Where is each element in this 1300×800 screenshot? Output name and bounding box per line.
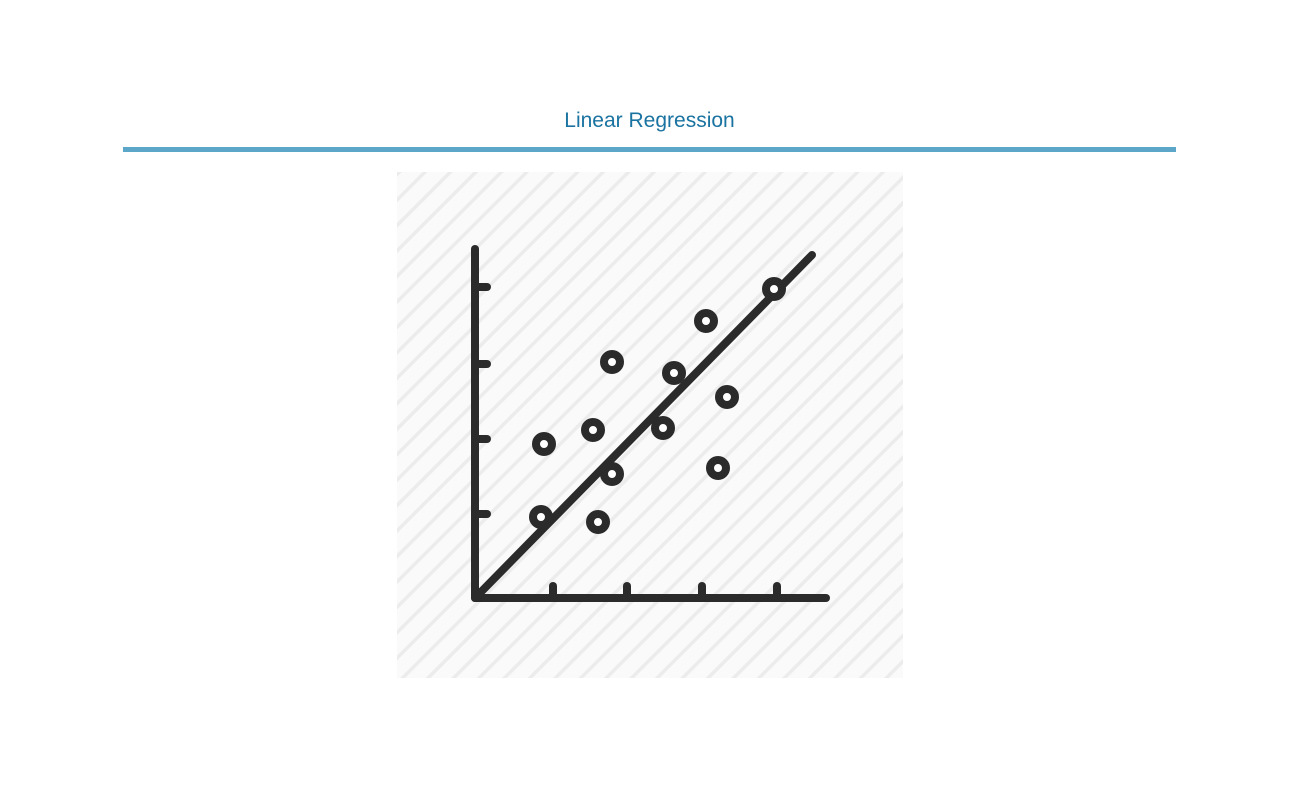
scatter-plot-regression-icon (397, 172, 903, 678)
illustration-panel (397, 172, 903, 678)
data-point (600, 350, 624, 374)
data-point (600, 462, 624, 486)
data-point (762, 277, 786, 301)
data-point (662, 361, 686, 385)
regression-line (473, 251, 816, 600)
data-point (694, 309, 718, 333)
data-point (651, 416, 675, 440)
data-point (581, 418, 605, 442)
data-point (715, 385, 739, 409)
data-point (586, 510, 610, 534)
data-point (706, 456, 730, 480)
data-point (529, 505, 553, 529)
data-point (532, 432, 556, 456)
page-title: Linear Regression (564, 109, 735, 132)
title-divider (123, 147, 1176, 152)
